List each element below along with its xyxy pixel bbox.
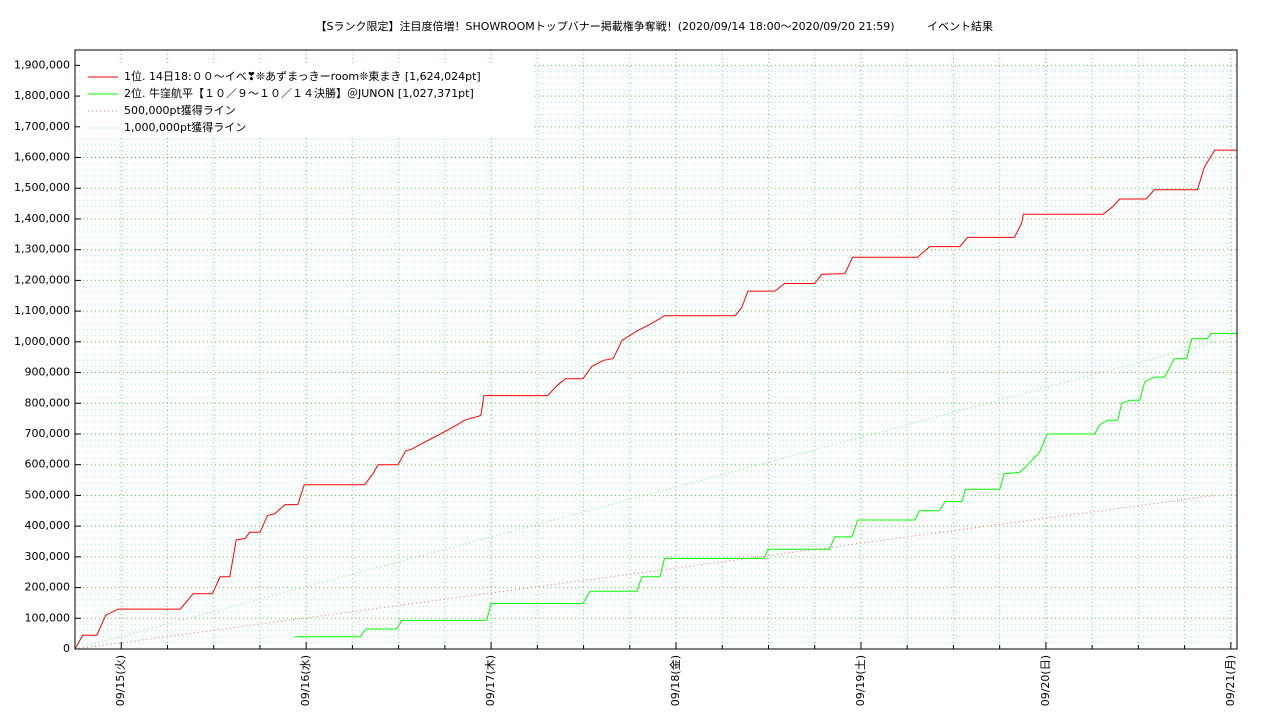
y-tick-label: 900,000 <box>25 366 71 379</box>
y-tick-label: 400,000 <box>25 519 71 532</box>
x-tick-label: 09/18(金) <box>668 655 682 706</box>
y-tick-label: 800,000 <box>25 396 71 409</box>
series-line <box>294 332 1237 638</box>
legend: 1位. 14日18:００〜イベ❣❊あずまっきーroom❊東まき [1,624,0… <box>80 64 535 138</box>
y-tick-label: 1,000,000 <box>14 335 70 348</box>
y-tick-label: 200,000 <box>25 581 71 594</box>
series-line <box>74 149 1237 650</box>
y-tick-label: 1,900,000 <box>14 58 70 71</box>
x-tick-label: 09/16(水) <box>299 655 312 706</box>
y-tick-label: 100,000 <box>25 611 71 624</box>
legend-label: 1位. 14日18:００〜イベ❣❊あずまっきーroom❊東まき [1,624,0… <box>124 69 481 83</box>
y-tick-label: 1,600,000 <box>14 151 70 164</box>
y-tick-label: 1,800,000 <box>14 89 70 102</box>
plot-frame <box>74 49 1238 650</box>
x-tick-label: 09/21(月) <box>1224 655 1237 706</box>
legend-label: 1,000,000pt獲得ライン <box>124 121 246 134</box>
x-tick-label: 09/20(日) <box>1039 655 1052 706</box>
y-tick-label: 600,000 <box>25 458 71 471</box>
series-line <box>74 341 1216 650</box>
legend-label: 2位. 牛窪航平【１０／９〜１０／１４決勝】＠JUNON [1,027,371p… <box>124 86 474 100</box>
legend-box <box>80 64 535 138</box>
x-tick-label: 09/15(火) <box>114 655 127 706</box>
y-tick-label: 300,000 <box>25 550 71 563</box>
x-tick-label: 09/19(土) <box>854 655 867 706</box>
y-tick-label: 1,700,000 <box>14 120 70 133</box>
legend-label: 500,000pt獲得ライン <box>124 104 236 117</box>
chart-subtitle: イベント結果 <box>927 19 993 33</box>
y-tick-label: 700,000 <box>25 427 71 440</box>
y-tick-label: 1,500,000 <box>14 181 70 194</box>
y-tick-label: 1,400,000 <box>14 212 70 225</box>
y-tick-label: 1,100,000 <box>14 304 70 317</box>
chart-title: 【Sランク限定】注目度倍増！SHOWROOMトップバナー掲載権争奪戦！(2020… <box>316 19 895 33</box>
y-tick-label: 0 <box>63 642 70 655</box>
x-tick-label: 09/17(木) <box>484 655 497 706</box>
y-tick-label: 1,200,000 <box>14 273 70 286</box>
y-tick-label: 1,300,000 <box>14 243 70 256</box>
y-tick-label: 500,000 <box>25 488 71 501</box>
